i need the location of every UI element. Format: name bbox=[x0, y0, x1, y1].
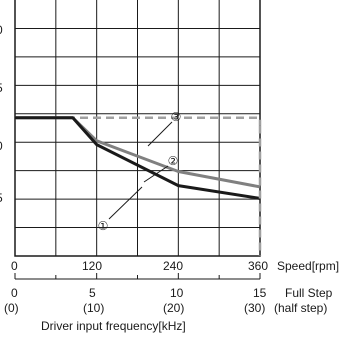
callout-leader-line bbox=[143, 165, 169, 183]
series-callout-label: ③ bbox=[171, 110, 182, 124]
full-step-tick: 10 bbox=[170, 286, 184, 300]
x-tick-label: 120 bbox=[82, 259, 102, 273]
half-step-tick: (0) bbox=[4, 301, 19, 315]
chart-series-group bbox=[15, 116, 262, 256]
y-tick-label: 5 bbox=[0, 81, 3, 95]
full-step-label: Full Step bbox=[285, 286, 333, 300]
x-tick-label: 240 bbox=[163, 259, 183, 273]
series-line bbox=[15, 116, 262, 126]
chart-grid bbox=[14, 0, 261, 257]
series-callout-label: ① bbox=[98, 219, 109, 233]
callout-leader-line bbox=[108, 186, 143, 220]
x-axis-title: Speed[rpm] bbox=[277, 259, 339, 273]
half-step-tick: (10) bbox=[83, 301, 104, 315]
secondary-axis-ticks bbox=[14, 273, 261, 279]
series-callouts: ③ ② ① bbox=[98, 110, 182, 233]
half-step-label: (half step) bbox=[274, 301, 327, 315]
x-tick-label: 0 bbox=[11, 259, 18, 273]
x-tick-label: 360 bbox=[248, 259, 268, 273]
half-step-tick: (30) bbox=[244, 301, 265, 315]
y-tick-label: 0 bbox=[0, 139, 3, 153]
series-callout-label: ② bbox=[168, 154, 179, 168]
full-step-tick: 5 bbox=[89, 286, 96, 300]
frequency-axis-title: Driver input frequency[kHz] bbox=[41, 319, 186, 333]
callout-leader-line bbox=[147, 121, 173, 147]
full-step-tick: 15 bbox=[253, 286, 267, 300]
y-tick-label: 0 bbox=[0, 23, 3, 37]
series-line bbox=[15, 116, 261, 200]
y-tick-label: 5 bbox=[0, 191, 3, 205]
full-step-tick: 0 bbox=[11, 286, 18, 300]
half-step-tick: (20) bbox=[163, 301, 184, 315]
